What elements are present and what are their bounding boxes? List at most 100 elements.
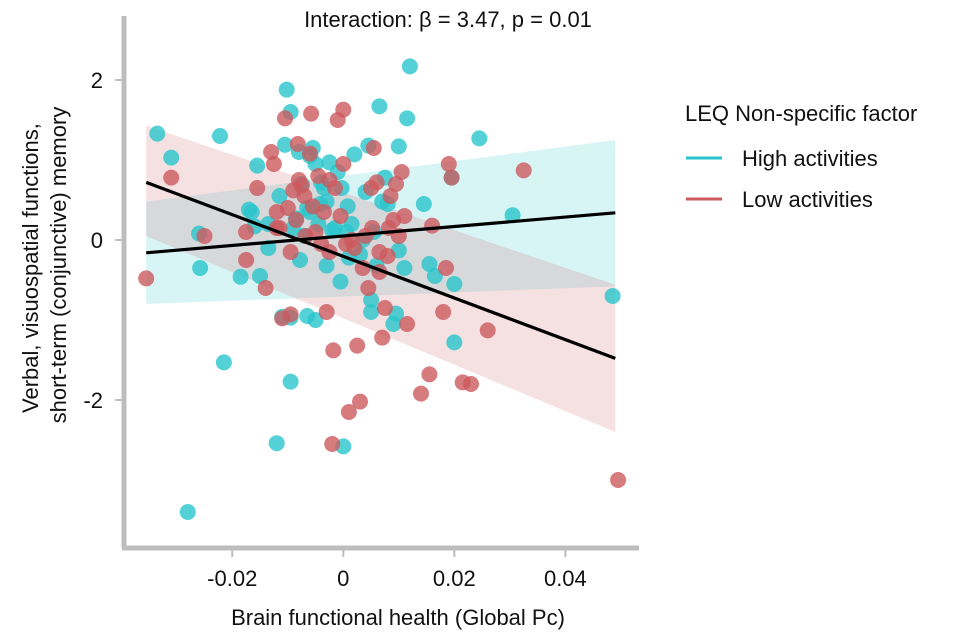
low-activity-point: [332, 208, 349, 224]
low-activity-point: [289, 136, 306, 152]
regression-line-1: [145, 180, 616, 360]
low-activity-point: [393, 164, 410, 180]
low-activity-point: [324, 436, 341, 452]
x-tick-label: 0.02: [433, 566, 476, 591]
y-tick-label: -2: [83, 388, 103, 413]
high-activity-point: [149, 125, 166, 142]
low-activity-point: [368, 174, 385, 191]
chart-title: Interaction: β = 3.47, p = 0.01: [304, 7, 592, 32]
x-axis-label: Brain functional health (Global Pc): [231, 605, 565, 630]
high-activity-point: [415, 196, 432, 212]
high-activity-point: [371, 98, 388, 115]
low-activity-point: [396, 208, 413, 224]
regression-line-0: [146, 211, 616, 255]
low-activity-point: [610, 472, 627, 488]
low-activity-point: [257, 280, 274, 296]
low-activity-point: [376, 300, 393, 316]
high-activity-point: [363, 292, 380, 308]
low-activity-point: [349, 337, 366, 354]
low-activity-point: [138, 270, 155, 287]
high-activity-point: [243, 204, 260, 220]
high-activity-point: [504, 207, 521, 224]
high-activity-point: [390, 138, 407, 155]
high-activity-point: [363, 304, 380, 320]
low-activity-point: [279, 200, 296, 216]
low-activity-point: [346, 240, 363, 256]
high-activity-point: [307, 312, 324, 328]
legend-label-low: Low activities: [742, 187, 873, 212]
low-activity-point: [374, 329, 391, 346]
high-activity-point: [271, 188, 288, 204]
low-activity-point: [288, 212, 305, 228]
low-activity-point: [265, 156, 282, 172]
high-activity-point: [163, 149, 180, 166]
low-activity-point: [421, 366, 438, 383]
low-activity-point: [238, 252, 255, 268]
low-activity-point: [382, 188, 399, 204]
legend-title: LEQ Non-specific factor: [685, 101, 917, 126]
low-activity-point: [163, 169, 180, 186]
y-axis-label-line-1: Verbal, visuospatial functions,: [18, 123, 43, 413]
high-activity-point: [192, 260, 209, 276]
high-activity-point: [282, 373, 299, 390]
high-activity-point: [426, 268, 443, 284]
x-tick-label: 0.04: [544, 566, 587, 591]
high-activity-point: [278, 81, 295, 98]
low-activity-point: [303, 105, 320, 122]
low-activity-point: [443, 169, 460, 186]
low-activity-point: [388, 176, 404, 192]
regression-lines: [145, 180, 616, 360]
low-activity-point: [249, 180, 266, 196]
high-activity-point: [446, 334, 463, 351]
high-activity-point: [212, 128, 228, 144]
low-activity-point: [424, 217, 441, 234]
low-activity-point: [327, 180, 343, 196]
low-activity-point: [515, 162, 532, 179]
high-activity-point: [399, 110, 416, 127]
y-axis-label: Verbal, visuospatial functions, short-te…: [18, 107, 71, 424]
low-activity-point: [282, 244, 299, 260]
ci-band-0: [146, 140, 616, 304]
low-activity-point: [196, 228, 213, 244]
high-activity-point: [249, 157, 266, 174]
x-axis-ticks: -0.02 0 0.02 0.04: [207, 550, 587, 591]
low-activity-point: [315, 204, 332, 220]
low-activity-point: [238, 224, 255, 240]
high-activity-point: [232, 268, 249, 285]
low-activity-point: [335, 156, 352, 172]
low-activity-point: [277, 110, 293, 127]
data-points: [138, 58, 627, 520]
y-tick-label: 0: [91, 228, 103, 253]
low-activity-point: [399, 316, 416, 332]
high-activity-point: [332, 273, 349, 290]
x-tick-label: -0.02: [207, 566, 257, 591]
high-activity-point: [401, 58, 418, 75]
x-tick-label: 0: [337, 566, 349, 591]
legend: LEQ Non-specific factor High activities …: [685, 101, 917, 212]
low-activity-point: [340, 404, 357, 420]
high-activity-point: [252, 268, 268, 284]
low-activity-point: [263, 144, 280, 160]
y-tick-label: 2: [91, 68, 103, 93]
high-activity-point: [343, 216, 360, 232]
low-activity-point: [307, 224, 324, 240]
low-activity-point: [302, 145, 318, 162]
high-activity-point: [179, 504, 196, 520]
low-activity-point: [360, 280, 377, 296]
low-activity-point: [325, 342, 342, 359]
high-activity-point: [421, 256, 438, 272]
y-axis-label-line-2: short-term (conjunctive) memory: [46, 107, 71, 424]
low-activity-point: [479, 322, 496, 339]
high-activity-point: [396, 260, 413, 276]
low-activity-point: [352, 393, 368, 410]
high-activity-point: [277, 136, 293, 153]
legend-label-high: High activities: [742, 146, 878, 171]
low-activity-point: [335, 101, 352, 118]
low-activity-point: [435, 304, 452, 320]
low-activity-point: [463, 376, 479, 392]
high-activity-point: [471, 130, 488, 147]
high-activity-point: [604, 288, 621, 304]
low-activity-point: [282, 306, 299, 323]
high-activity-point: [446, 276, 463, 292]
